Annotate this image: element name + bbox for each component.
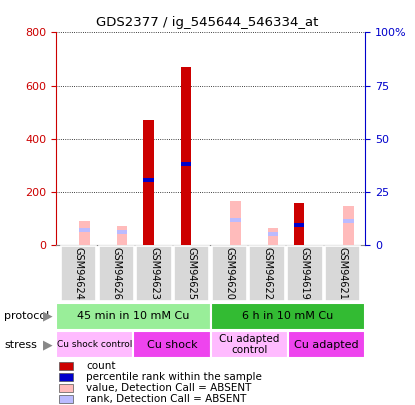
Text: Cu adapted: Cu adapted bbox=[294, 340, 359, 350]
Text: stress: stress bbox=[4, 340, 37, 350]
FancyBboxPatch shape bbox=[99, 245, 134, 301]
Text: protocol: protocol bbox=[4, 311, 49, 321]
Bar bbox=[56, 331, 133, 358]
Bar bbox=[288, 331, 365, 358]
Bar bbox=[268, 228, 278, 245]
Bar bbox=[56, 303, 210, 330]
Text: GSM94623: GSM94623 bbox=[149, 247, 159, 300]
Text: percentile rank within the sample: percentile rank within the sample bbox=[86, 372, 262, 382]
Bar bbox=[210, 331, 288, 358]
Bar bbox=[133, 331, 210, 358]
FancyBboxPatch shape bbox=[325, 245, 360, 301]
Text: GDS2377 / ig_545644_546334_at: GDS2377 / ig_545644_546334_at bbox=[96, 16, 319, 29]
Text: GSM94620: GSM94620 bbox=[225, 247, 234, 300]
Bar bbox=[230, 218, 241, 222]
Bar bbox=[230, 201, 241, 245]
FancyBboxPatch shape bbox=[137, 245, 172, 301]
Bar bbox=[117, 226, 127, 245]
Text: Cu shock control: Cu shock control bbox=[57, 340, 132, 349]
Bar bbox=[210, 303, 365, 330]
Bar bbox=[181, 162, 191, 166]
Bar bbox=[79, 221, 90, 245]
Bar bbox=[268, 232, 278, 236]
Text: GSM94624: GSM94624 bbox=[73, 247, 84, 300]
Bar bbox=[143, 120, 154, 245]
Bar bbox=[294, 202, 304, 245]
Text: 6 h in 10 mM Cu: 6 h in 10 mM Cu bbox=[242, 311, 334, 321]
Text: rank, Detection Call = ABSENT: rank, Detection Call = ABSENT bbox=[86, 394, 247, 405]
Bar bbox=[117, 230, 127, 234]
Text: GSM94621: GSM94621 bbox=[337, 247, 348, 300]
Bar bbox=[181, 67, 191, 245]
Text: Cu adapted
control: Cu adapted control bbox=[219, 334, 279, 356]
Text: count: count bbox=[86, 361, 116, 371]
Bar bbox=[294, 223, 304, 228]
Text: value, Detection Call = ABSENT: value, Detection Call = ABSENT bbox=[86, 383, 252, 393]
Text: GSM94622: GSM94622 bbox=[262, 247, 272, 300]
Text: ▶: ▶ bbox=[43, 310, 53, 323]
FancyBboxPatch shape bbox=[287, 245, 322, 301]
Text: GSM94619: GSM94619 bbox=[300, 247, 310, 300]
Bar bbox=[59, 373, 73, 381]
Text: 45 min in 10 mM Cu: 45 min in 10 mM Cu bbox=[77, 311, 190, 321]
FancyBboxPatch shape bbox=[61, 245, 96, 301]
Text: GSM94625: GSM94625 bbox=[187, 247, 197, 300]
Bar bbox=[143, 177, 154, 182]
Text: GSM94626: GSM94626 bbox=[111, 247, 121, 300]
FancyBboxPatch shape bbox=[249, 245, 285, 301]
Text: ▶: ▶ bbox=[43, 338, 53, 351]
FancyBboxPatch shape bbox=[212, 245, 247, 301]
Bar bbox=[59, 362, 73, 370]
Bar bbox=[79, 228, 90, 232]
Bar bbox=[59, 384, 73, 392]
Text: Cu shock: Cu shock bbox=[146, 340, 197, 350]
Bar bbox=[343, 207, 354, 245]
Bar bbox=[343, 219, 354, 223]
FancyBboxPatch shape bbox=[174, 245, 210, 301]
Bar bbox=[59, 395, 73, 403]
